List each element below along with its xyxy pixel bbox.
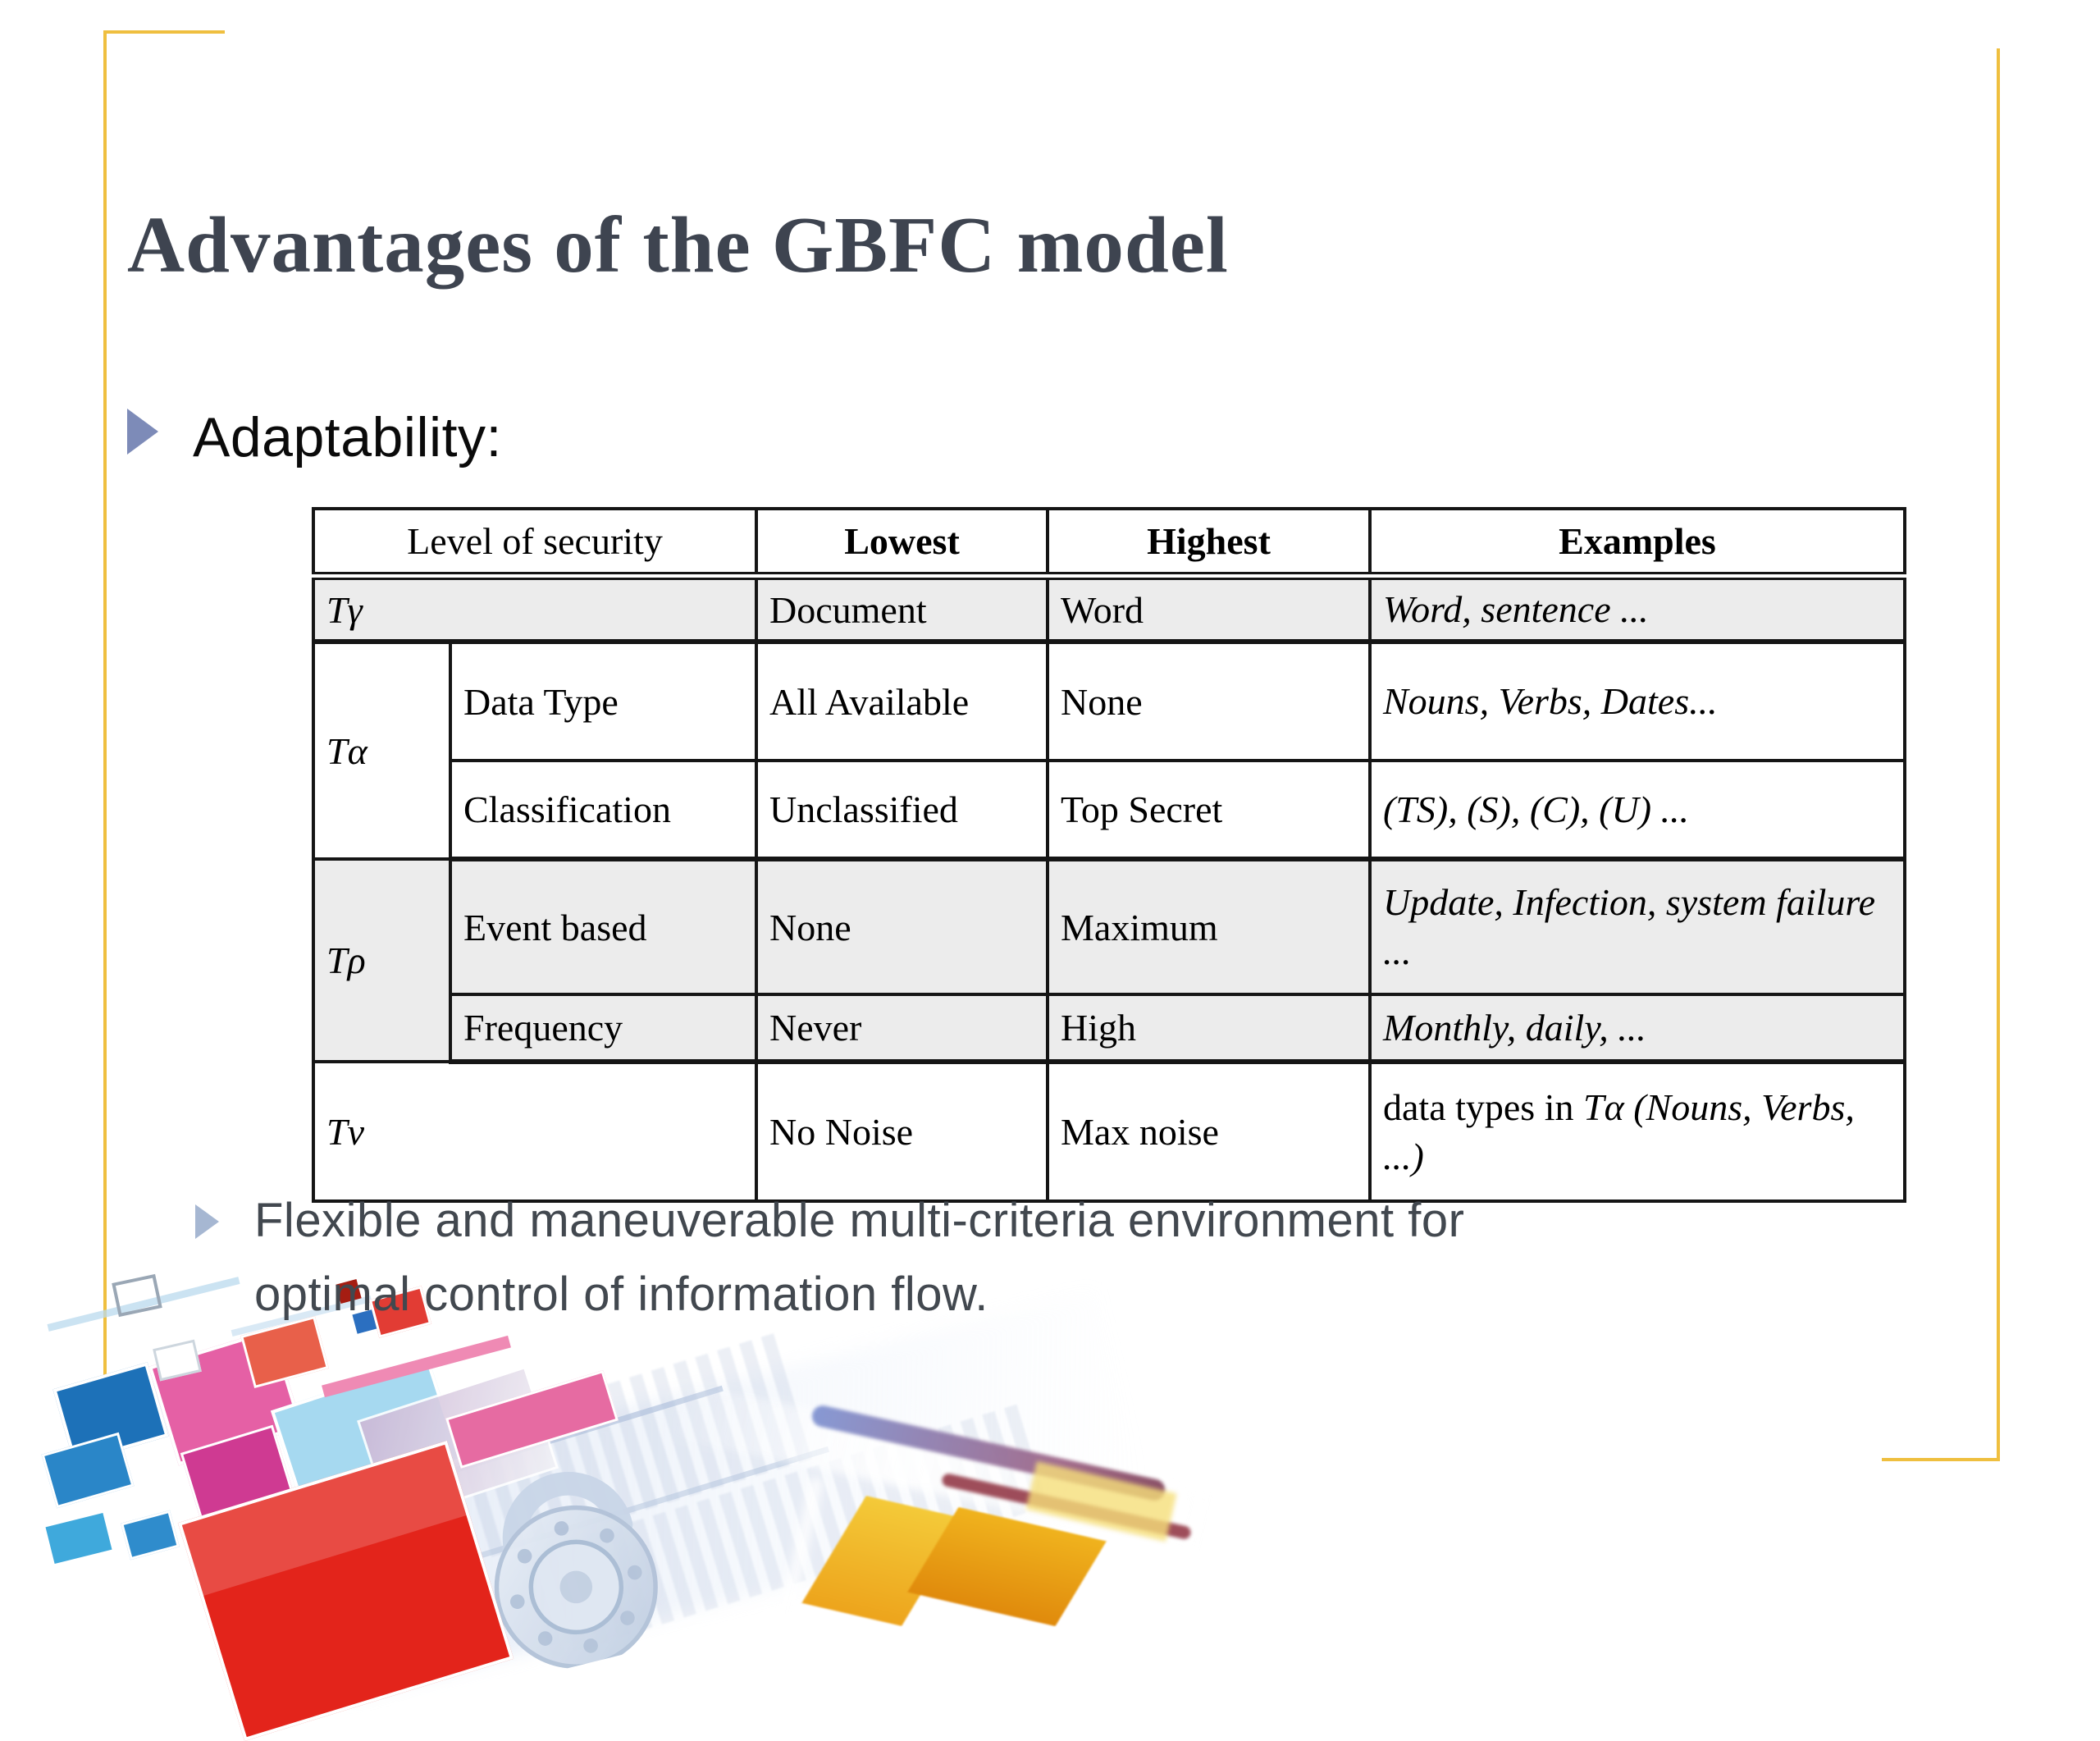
bullet-adaptability: Adaptability: (193, 406, 502, 468)
padlock-icon (398, 1366, 726, 1694)
table-row: Tα Data Type All Available None Nouns, V… (312, 640, 1906, 861)
decorative-shape (298, 1290, 1146, 1697)
table-cell-text: Tα (Nouns, Verbs, ...) (1383, 1085, 1855, 1177)
decorative-shape (52, 1362, 169, 1464)
table-cell: Max noise (1046, 1060, 1372, 1203)
frame-right-line (1997, 48, 2000, 1461)
table-cell: Word (1046, 574, 1372, 644)
decorative-shape (112, 1273, 162, 1318)
table-cell: Top Secret (1046, 759, 1372, 861)
table-cell-text: data types in (1383, 1085, 1583, 1128)
decorative-shape (776, 1476, 829, 1617)
table-cell: Unclassified (755, 759, 1049, 861)
decorative-shape (270, 1359, 463, 1513)
table-cell: No Noise (755, 1060, 1049, 1203)
table-cell: Maximum (1046, 857, 1372, 996)
sub-bullet-text: Flexible and maneuverable multi-criteria… (254, 1194, 1465, 1321)
table-cell: High (1046, 993, 1372, 1064)
decorative-shape (940, 1472, 1193, 1541)
table-header-row: Level of security Lowest Highest Example… (312, 507, 1906, 580)
slide: { "slide": { "title": "Advantages of the… (41, 30, 2000, 1741)
table-cell: Monthly, daily, ... (1368, 993, 1906, 1064)
decorative-shape (177, 1440, 514, 1741)
decorative-shape (45, 1512, 112, 1565)
table-cell: Nouns, Verbs, Dates... (1368, 640, 1906, 762)
row-group-label: Tα (312, 640, 452, 861)
table-cell: Event based (449, 857, 758, 996)
table-row: Tγ Document Word Word, sentence ... (312, 574, 1906, 644)
bullet-triangle-icon (127, 409, 158, 455)
decorative-shape (41, 1432, 135, 1509)
frame-left-line (103, 30, 107, 1469)
table-cell: Word, sentence ... (1368, 574, 1906, 644)
frame-bottom-line (1882, 1458, 2000, 1461)
decorative-shape (1025, 1461, 1177, 1542)
header-level-of-security: Level of security (312, 507, 758, 580)
header-examples: Examples (1368, 507, 1906, 580)
row-group-label: Tγ (312, 574, 758, 644)
decorative-shape (357, 1365, 559, 1524)
frame-top-line (103, 30, 225, 34)
decorative-shape (180, 1424, 294, 1523)
decorative-shape (467, 1446, 829, 1563)
table-row: Frequency Never High Monthly, daily, ... (313, 993, 1906, 1064)
table-cell: Classification (449, 759, 758, 861)
decorative-shape (656, 1378, 1214, 1551)
decorative-shape (801, 1496, 966, 1626)
sub-bullet-triangle-icon (195, 1204, 219, 1239)
decorative-shape (221, 1551, 260, 1583)
circuit-traces (343, 1330, 822, 1591)
row-group-label: Tν (312, 1060, 758, 1203)
table-cell: Document (755, 574, 1049, 644)
table-cell: Update, Infection, system failure ... (1368, 857, 1906, 996)
table-cell: None (755, 857, 1049, 996)
table-cell: (TS), (S), (C), (U) ... (1368, 759, 1906, 861)
table-row: Classification Unclassified Top Secret (… (313, 759, 1906, 861)
decorative-shape (153, 1339, 202, 1382)
decorative-shape (121, 1510, 180, 1561)
decorative-shape (810, 1403, 1167, 1503)
decorative-shape (322, 1335, 511, 1398)
table-cell: Data Type (449, 640, 758, 762)
decorative-shape (907, 1506, 1107, 1627)
table-cell: None (1046, 640, 1372, 762)
circuit-traces (520, 1402, 1055, 1658)
header-highest: Highest (1046, 507, 1372, 580)
table-cell: Never (755, 993, 1049, 1064)
decorative-shape (392, 1385, 724, 1492)
table-row: Tν No Noise Max noise data types in Tα (… (312, 1060, 1906, 1203)
decorative-shape (148, 1328, 303, 1466)
table-cell: Frequency (449, 993, 758, 1064)
security-levels-table: Level of security Lowest Highest Example… (312, 507, 1906, 1203)
decorative-shape (445, 1370, 619, 1469)
header-lowest: Lowest (755, 507, 1049, 580)
slide-title: Advantages of the GBFC model (127, 200, 1229, 289)
table-cell: data types in Tα (Nouns, Verbs, ...) (1368, 1060, 1906, 1203)
table-row: Tρ Event based None Maximum Update, Infe… (312, 857, 1906, 1063)
row-group-label: Tρ (312, 857, 452, 1063)
table-cell: All Available (755, 640, 1049, 762)
decorative-shape (47, 1277, 240, 1332)
